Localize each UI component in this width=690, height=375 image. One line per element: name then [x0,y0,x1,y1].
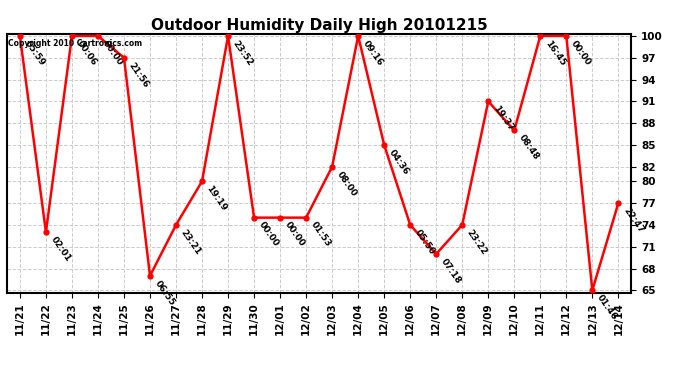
Text: 00:00: 00:00 [101,39,124,67]
Text: 08:00: 08:00 [335,170,359,198]
Text: 08:48: 08:48 [517,133,541,162]
Text: 19:19: 19:19 [205,184,229,213]
Text: 22:47: 22:47 [621,206,645,235]
Text: 00:00: 00:00 [283,220,306,249]
Text: Copyright 2010 Cartronics.com: Copyright 2010 Cartronics.com [8,39,141,48]
Text: 23:21: 23:21 [179,228,203,256]
Text: 05:50: 05:50 [413,228,437,256]
Text: 09:16: 09:16 [361,39,385,68]
Text: 02:01: 02:01 [49,235,72,263]
Text: 23:52: 23:52 [231,39,255,68]
Text: 00:06: 00:06 [75,39,98,67]
Text: 21:56: 21:56 [127,60,150,89]
Text: 07:18: 07:18 [439,257,463,285]
Text: 00:00: 00:00 [569,39,593,67]
Title: Outdoor Humidity Daily High 20101215: Outdoor Humidity Daily High 20101215 [150,18,488,33]
Text: 16:45: 16:45 [543,39,567,68]
Text: 23:22: 23:22 [465,228,489,256]
Text: 01:46: 01:46 [595,293,619,322]
Text: 05:59: 05:59 [23,39,46,68]
Text: 00:00: 00:00 [257,220,280,249]
Text: 01:53: 01:53 [309,220,333,249]
Text: 06:55: 06:55 [152,279,177,307]
Text: 04:36: 04:36 [387,148,411,176]
Text: 19:37: 19:37 [491,104,515,133]
